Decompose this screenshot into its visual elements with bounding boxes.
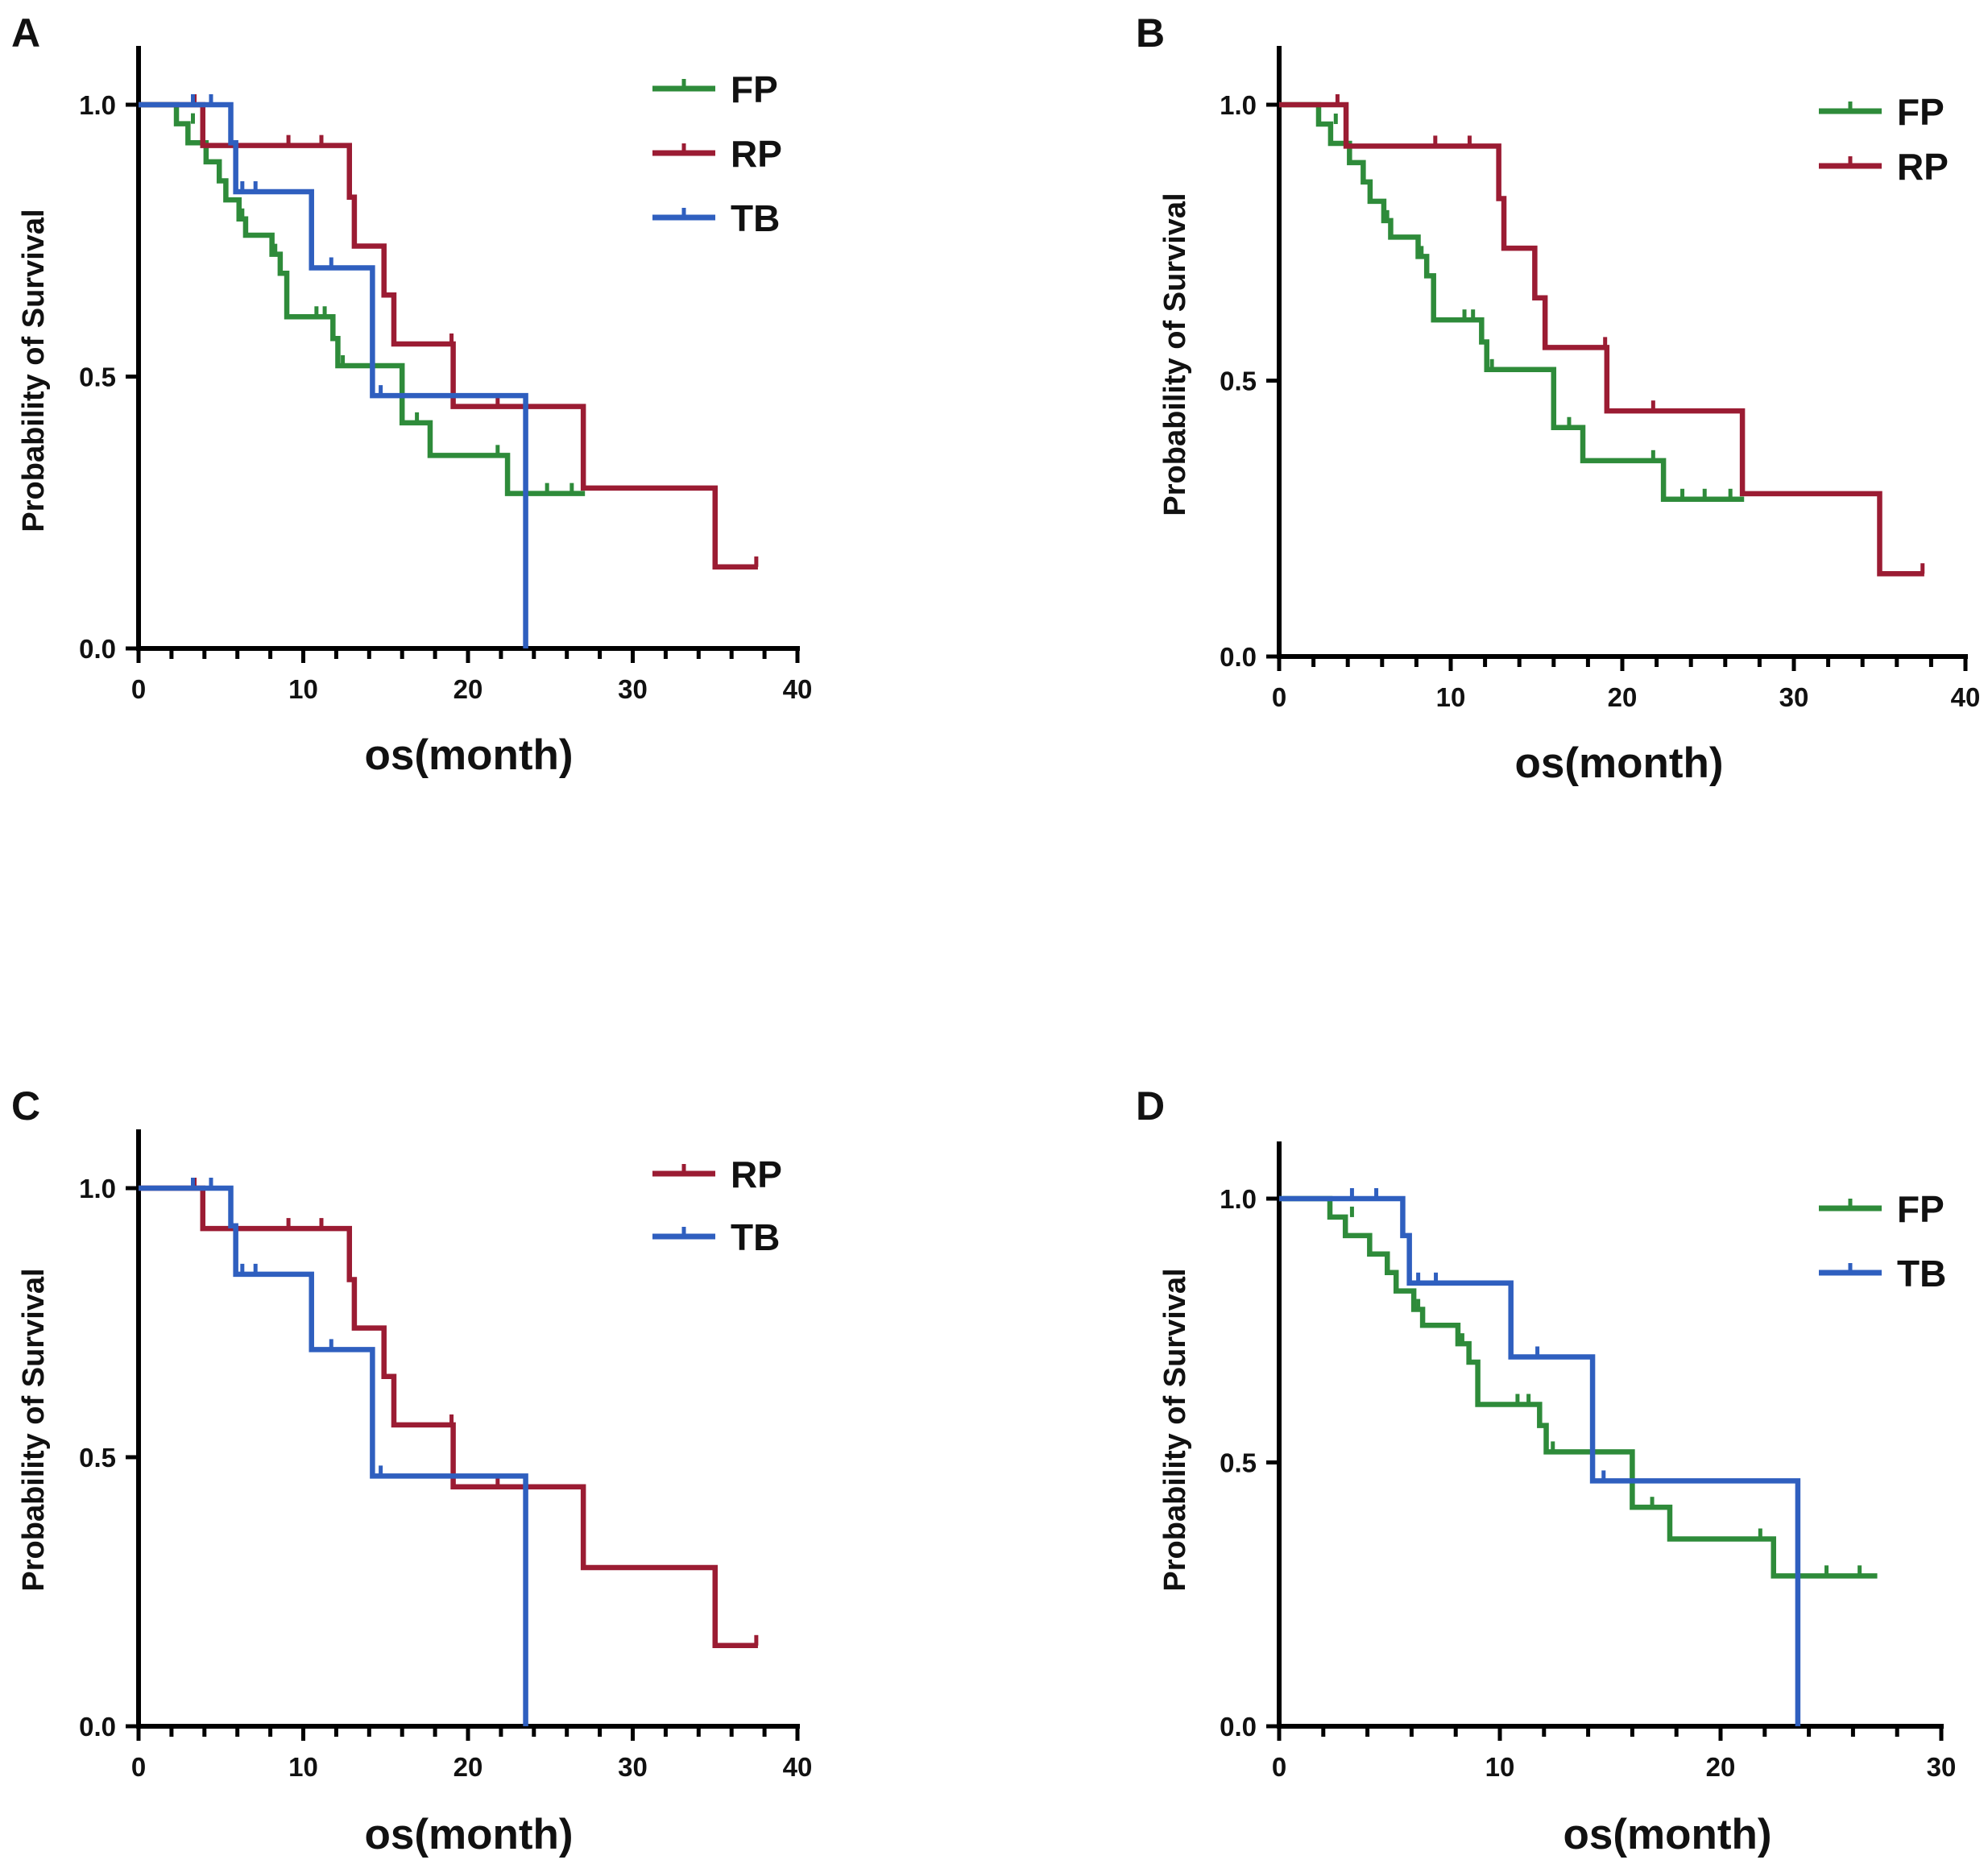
legend-label-fp-d: FP <box>1897 1188 1945 1230</box>
panel-d: D Probability of Survival os(month) 0 10 2… <box>1136 1083 1956 1858</box>
survival-curve-fp-d <box>1279 1195 1878 1579</box>
x-tick-label-d: 0 <box>1272 1752 1286 1782</box>
x-tick-label-d: 10 <box>1485 1752 1515 1782</box>
plot-area-c: 0 10 20 30 40 0.0 0.5 1.0 RP TB <box>79 1129 813 1782</box>
survival-curve-rp-a <box>139 101 758 570</box>
x-tick-label-c: 40 <box>783 1752 813 1782</box>
legend-label-rp-b: RP <box>1897 146 1949 188</box>
x-tick-label-b: 20 <box>1608 682 1638 712</box>
panel-label-b: B <box>1136 10 1165 56</box>
y-tick-label-b: 0.0 <box>1220 642 1257 672</box>
plot-area-b: 0 10 20 30 40 0.0 0.5 1.0 FP RP <box>1220 46 1981 712</box>
x-tick-label-a: 20 <box>454 674 483 704</box>
y-axis-label-d: Probability of Survival <box>1158 1268 1192 1591</box>
y-tick-label-c: 0.5 <box>79 1443 116 1473</box>
x-tick-label-a: 10 <box>288 674 318 704</box>
x-tick-label-b: 0 <box>1272 682 1286 712</box>
plot-area-a: 0 10 20 30 40 0.0 0.5 1.0 FP RP TB <box>79 46 813 704</box>
x-tick-label-c: 30 <box>618 1752 648 1782</box>
y-axis-label-b: Probability of Survival <box>1158 193 1192 516</box>
legend-label-rp-c: RP <box>731 1154 782 1195</box>
panel-label-c: C <box>11 1083 40 1129</box>
x-tick-label-a: 30 <box>618 674 648 704</box>
plot-area-d: 0 10 20 30 0.0 0.5 1.0 FP TB <box>1220 1141 1957 1782</box>
x-axis-label-a: os(month) <box>364 731 573 779</box>
panel-c: C Probability of Survival os(month) 0 10 2… <box>11 1083 812 1858</box>
legend-label-tb-a: TB <box>731 197 780 239</box>
x-axis-label-d: os(month) <box>1563 1811 1771 1858</box>
y-tick-label-d: 0.0 <box>1220 1712 1257 1742</box>
y-tick-label-d: 1.0 <box>1220 1184 1257 1214</box>
x-tick-label-a: 40 <box>783 674 813 704</box>
y-tick-label-a: 0.5 <box>79 362 116 392</box>
x-tick-label-c: 10 <box>288 1752 318 1782</box>
x-tick-label-a: 0 <box>131 674 146 704</box>
survival-curve-tb-c <box>139 1185 528 1726</box>
legend-label-fp-a: FP <box>731 68 778 110</box>
x-tick-label-c: 20 <box>454 1752 483 1782</box>
panel-label-d: D <box>1136 1083 1165 1129</box>
legend-label-fp-b: FP <box>1897 91 1945 133</box>
y-tick-label-a: 1.0 <box>79 90 116 120</box>
y-axis-label-a: Probability of Survival <box>17 209 51 532</box>
survival-curve-rp-b <box>1279 101 1924 577</box>
x-tick-label-b: 40 <box>1951 682 1981 712</box>
y-tick-label-a: 0.0 <box>79 634 116 664</box>
panel-b: B Probability of Survival os(month) 0 10 2… <box>1136 10 1980 787</box>
legend-label-tb-d: TB <box>1897 1253 1946 1294</box>
y-tick-label-d: 0.5 <box>1220 1448 1257 1478</box>
x-tick-label-b: 30 <box>1779 682 1809 712</box>
y-tick-label-c: 1.0 <box>79 1174 116 1203</box>
x-axis-label-c: os(month) <box>364 1811 573 1858</box>
x-tick-label-b: 10 <box>1436 682 1466 712</box>
survival-curve-tb-a <box>139 101 528 648</box>
survival-curve-tb-d <box>1279 1195 1801 1726</box>
y-tick-label-c: 0.0 <box>79 1712 116 1742</box>
x-tick-label-d: 20 <box>1706 1752 1736 1782</box>
y-axis-label-c: Probability of Survival <box>17 1268 51 1591</box>
x-tick-label-d: 30 <box>1927 1752 1957 1782</box>
panel-a: A Probability of Survival os(month) 0 10 2… <box>11 10 812 779</box>
legend-label-tb-c: TB <box>731 1216 780 1258</box>
legend-label-rp-a: RP <box>731 133 782 175</box>
y-tick-label-b: 1.0 <box>1220 90 1257 120</box>
x-tick-label-c: 0 <box>131 1752 146 1782</box>
x-axis-label-b: os(month) <box>1514 739 1723 787</box>
panel-label-a: A <box>11 10 40 56</box>
survival-curve-rp-c <box>139 1185 758 1649</box>
y-tick-label-b: 0.5 <box>1220 367 1257 396</box>
